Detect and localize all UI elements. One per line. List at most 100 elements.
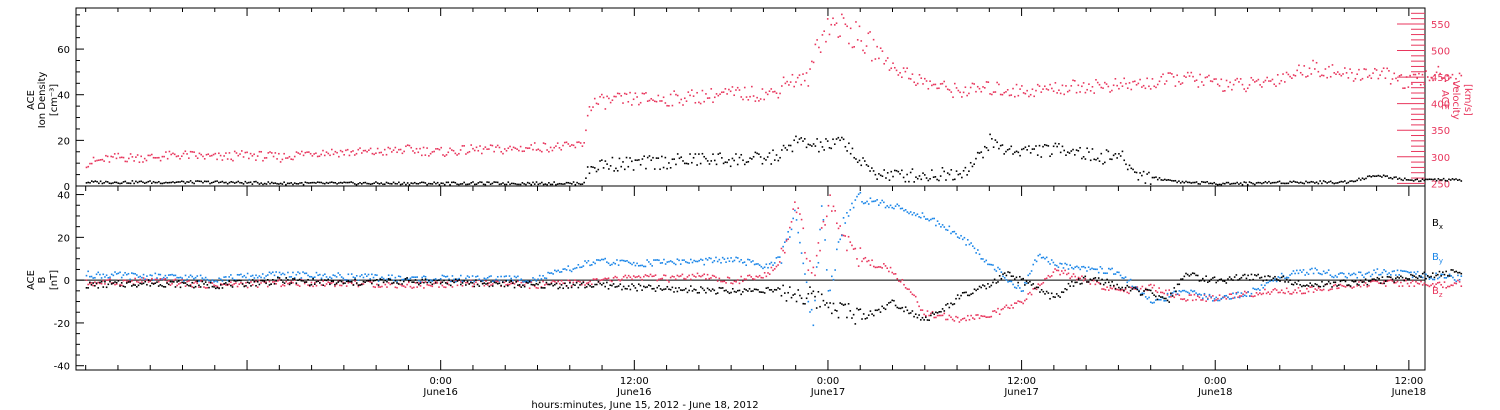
data-point xyxy=(290,282,293,284)
data-point xyxy=(196,157,199,159)
data-point xyxy=(544,142,547,145)
data-point xyxy=(189,180,192,182)
data-point xyxy=(219,284,222,286)
data-point xyxy=(731,86,734,88)
data-point xyxy=(782,249,784,252)
data-point xyxy=(869,264,872,266)
data-point xyxy=(262,183,264,186)
data-point xyxy=(1373,278,1375,280)
data-point xyxy=(258,283,261,286)
data-point xyxy=(223,181,225,184)
data-point xyxy=(1128,82,1131,84)
data-point xyxy=(584,286,586,289)
data-point xyxy=(233,283,236,285)
data-point xyxy=(811,145,813,147)
data-point xyxy=(952,96,954,99)
data-point xyxy=(592,106,594,108)
data-point xyxy=(124,286,126,288)
data-point xyxy=(1426,76,1429,78)
data-point xyxy=(948,306,951,309)
data-point xyxy=(482,148,485,150)
data-point xyxy=(122,285,125,288)
data-point xyxy=(1050,259,1053,261)
data-point xyxy=(773,159,776,161)
data-point xyxy=(411,281,413,283)
data-point xyxy=(777,159,780,162)
data-point xyxy=(866,317,868,319)
data-point xyxy=(673,90,675,92)
data-point xyxy=(391,183,393,185)
data-point xyxy=(527,280,529,283)
data-point xyxy=(1183,289,1186,292)
data-point xyxy=(1021,85,1023,87)
data-point xyxy=(1379,175,1381,177)
data-point xyxy=(443,279,445,282)
data-point xyxy=(439,278,442,280)
data-point xyxy=(246,182,248,184)
data-point xyxy=(1161,296,1164,298)
data-point xyxy=(1063,149,1066,152)
data-point xyxy=(419,182,421,184)
data-point xyxy=(749,157,751,159)
data-point xyxy=(280,273,283,276)
data-point xyxy=(1374,175,1376,178)
bottom-tick-label: 20 xyxy=(57,233,70,244)
data-point xyxy=(151,282,153,285)
data-point xyxy=(1135,171,1138,174)
data-point xyxy=(1309,282,1312,284)
data-point xyxy=(1089,278,1092,281)
data-point xyxy=(1010,145,1013,148)
data-point xyxy=(319,273,321,276)
data-point xyxy=(150,153,153,156)
data-point xyxy=(1379,273,1382,276)
data-point xyxy=(1309,286,1312,288)
data-point xyxy=(299,182,301,184)
data-point xyxy=(279,161,282,163)
data-point xyxy=(825,40,827,43)
data-point xyxy=(1148,289,1150,291)
data-point xyxy=(495,280,497,283)
data-point xyxy=(837,241,840,243)
data-point xyxy=(1096,268,1098,271)
data-point xyxy=(611,263,613,266)
data-point xyxy=(1012,307,1014,309)
data-point xyxy=(1440,275,1442,277)
data-point xyxy=(263,277,266,279)
data-point xyxy=(1315,61,1318,64)
data-point xyxy=(747,160,750,163)
data-point xyxy=(1275,280,1278,283)
data-point xyxy=(696,164,698,166)
data-point xyxy=(1225,181,1228,184)
data-point xyxy=(219,278,222,281)
data-point xyxy=(601,258,603,261)
data-point xyxy=(1456,179,1459,181)
data-point xyxy=(170,181,172,184)
data-point xyxy=(120,276,123,279)
data-point xyxy=(1032,288,1035,290)
data-point xyxy=(496,144,499,147)
data-point xyxy=(1134,171,1136,173)
data-point xyxy=(1200,279,1202,282)
data-point xyxy=(982,315,984,318)
data-point xyxy=(1423,179,1426,182)
data-point xyxy=(1230,278,1233,280)
data-point xyxy=(828,33,831,36)
data-point xyxy=(1378,277,1380,280)
data-point xyxy=(382,281,385,283)
data-point xyxy=(1298,64,1300,67)
data-point xyxy=(98,159,100,162)
data-point xyxy=(710,160,713,162)
data-point xyxy=(454,279,457,282)
data-point xyxy=(152,156,155,159)
data-point xyxy=(475,183,478,186)
data-point xyxy=(1297,280,1300,282)
data-point xyxy=(619,283,622,285)
data-point xyxy=(298,285,301,287)
data-point xyxy=(656,259,659,261)
data-point xyxy=(372,276,375,279)
data-point xyxy=(1389,83,1392,85)
data-point xyxy=(567,265,570,267)
data-point xyxy=(246,151,248,154)
data-point xyxy=(411,276,413,278)
data-point xyxy=(1254,288,1256,290)
